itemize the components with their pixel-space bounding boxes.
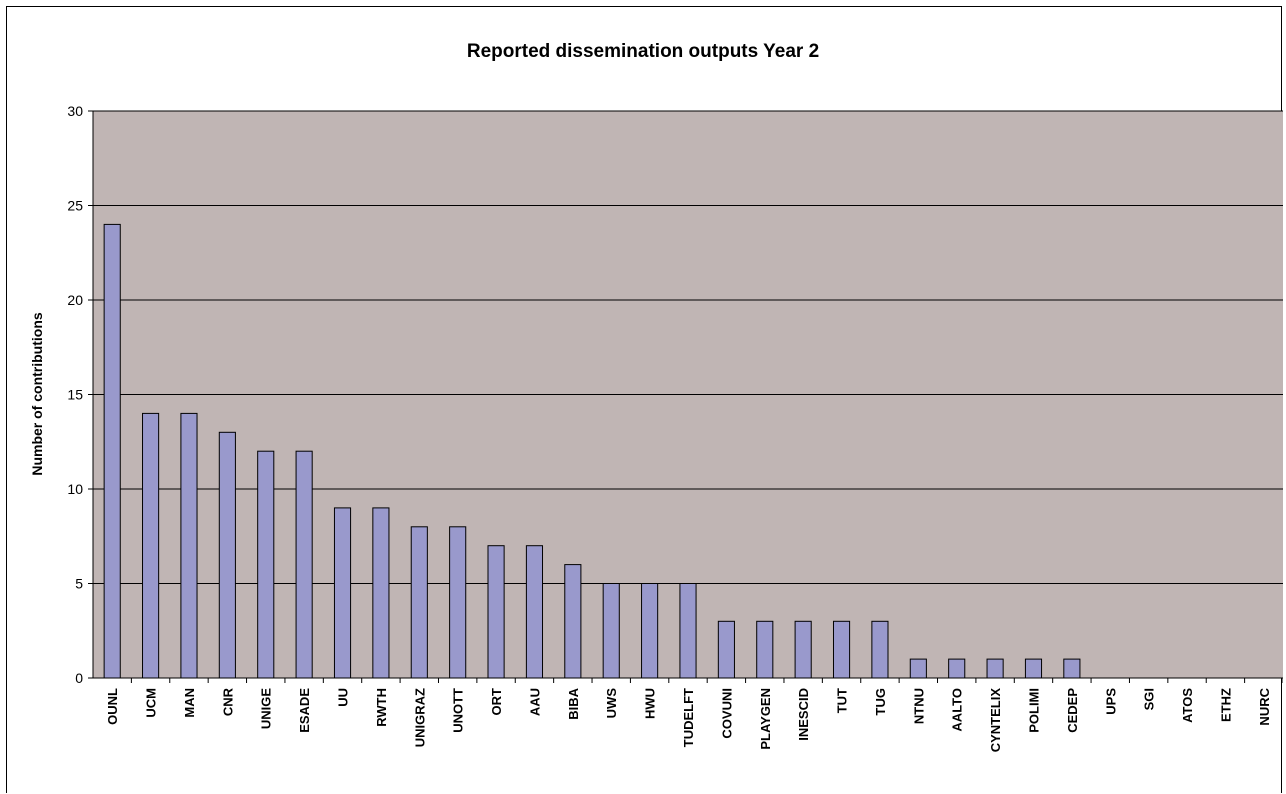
x-tick-label-tug: TUG: [873, 688, 888, 715]
bar-rwth: [372, 507, 390, 679]
x-tick-label-esade: ESADE: [297, 688, 312, 733]
x-tick-labels: OUNL UCM MAN CNR UNIGE ESADE UU RWTH UNIGRAZ UNOT…: [105, 687, 1272, 752]
bar-biba: [564, 564, 582, 679]
x-tick-label-tudelft: TUDELFT: [681, 688, 696, 747]
bar-cedep: [1063, 658, 1081, 679]
y-tick-labels: 0 5 10 15 20 25 30: [67, 103, 83, 686]
bar-tudelft: [679, 583, 697, 679]
axes: [92, 111, 1283, 679]
x-tick-label-cedep: CEDEP: [1065, 688, 1080, 733]
chart: Reported dissemination outputs Year 2 0 5…: [29, 41, 1283, 752]
chart-title: Reported dissemination outputs Year 2: [467, 41, 819, 62]
bar-ucm: [142, 412, 160, 679]
x-tick-label-biba: BIBA: [566, 687, 581, 719]
bar-aalto: [948, 658, 966, 679]
x-tick-label-polimi: POLIMI: [1026, 688, 1041, 733]
x-tick-label-inescid: INESCID: [796, 688, 811, 741]
y-tick-label: 25: [67, 198, 83, 214]
bar-unott: [449, 526, 467, 679]
x-tick-label-ethz: ETHZ: [1218, 688, 1233, 722]
x-tick-label-rwth: RWTH: [374, 688, 389, 727]
bar-hwu: [641, 583, 659, 679]
y-tick-label: 30: [67, 103, 83, 119]
bar-playgen: [756, 620, 774, 679]
x-tick-label-ntnu: NTNU: [911, 688, 926, 724]
bar-cnr: [218, 431, 236, 679]
y-tick-label: 5: [75, 576, 83, 592]
x-tick-label-ups: UPS: [1103, 688, 1118, 715]
x-tick-label-uws: UWS: [604, 688, 619, 719]
x-tick-label-playgen: PLAYGEN: [758, 688, 773, 750]
x-tick-label-uu: UU: [336, 688, 351, 707]
x-tick-label-atos: ATOS: [1180, 688, 1195, 723]
x-tick-label-sgi: SGI: [1142, 688, 1157, 710]
bar-cyntelix: [986, 658, 1004, 679]
bar-unige: [257, 450, 275, 679]
y-tick-label: 0: [75, 670, 83, 686]
x-tick-label-ucm: UCM: [144, 688, 159, 718]
x-tick-label-cyntelix: CYNTELIX: [988, 688, 1003, 753]
bar-ort: [487, 545, 505, 679]
y-axis-label: Number of contributions: [29, 312, 45, 476]
chart-frame: Reported dissemination outputs Year 2 0 5…: [6, 6, 1283, 793]
x-tick-label-unige: UNIGE: [259, 688, 274, 730]
x-tick-label-unigraz: UNIGRAZ: [412, 688, 427, 747]
bar-ntnu: [909, 658, 927, 679]
x-tick-label-ounl: OUNL: [105, 688, 120, 725]
x-tick-label-covuni: COVUNI: [719, 688, 734, 739]
bar-tut: [832, 620, 851, 679]
bar-uu: [333, 507, 352, 679]
bar-unigraz: [410, 526, 428, 679]
x-tick-label-aalto: AALTO: [950, 688, 965, 732]
y-tick-label: 15: [67, 387, 83, 403]
bar-polimi: [1024, 658, 1043, 679]
x-tick-label-aau: AAU: [527, 688, 542, 716]
bar-man: [180, 412, 198, 679]
bar-covuni: [717, 620, 735, 679]
bar-aau: [525, 545, 544, 679]
x-tick-label-nurc: NURC: [1257, 687, 1272, 725]
bar-uws: [602, 583, 620, 679]
x-tick-label-ort: ORT: [489, 688, 504, 716]
bar-inescid: [794, 620, 812, 679]
bar-ounl: [103, 223, 121, 679]
x-tick-label-unott: UNOTT: [451, 688, 466, 733]
y-tick-label: 10: [67, 481, 83, 497]
x-tick-label-tut: TUT: [835, 688, 850, 713]
bar-esade: [295, 450, 313, 679]
y-tick-label: 20: [67, 292, 83, 308]
bar-tug: [871, 620, 889, 679]
x-tick-label-man: MAN: [182, 688, 197, 718]
x-tick-label-hwu: HWU: [643, 688, 658, 719]
x-tick-label-cnr: CNR: [220, 687, 235, 716]
